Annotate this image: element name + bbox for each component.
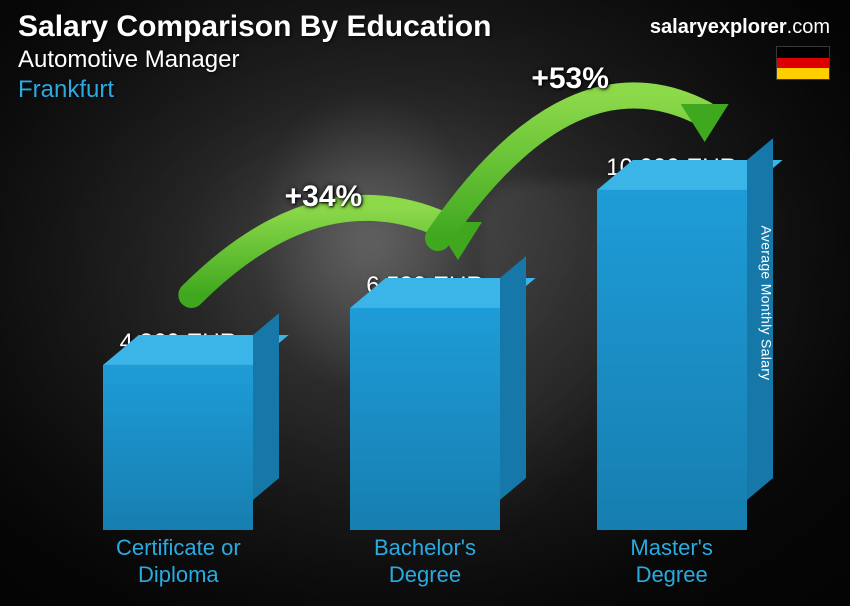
chart-location: Frankfurt (18, 76, 491, 104)
flag-germany-icon (776, 46, 830, 80)
arc-arrow-icon (55, 78, 795, 588)
y-axis-label: Average Monthly Salary (759, 226, 775, 381)
increase-badge: +53% (531, 62, 609, 96)
flag-stripe-3 (777, 68, 829, 79)
bar-chart: 4,860 EUR6,530 EUR10,000 EUR Certificate… (55, 78, 795, 588)
flag-stripe-1 (777, 47, 829, 58)
flag-stripe-2 (777, 58, 829, 69)
chart-subtitle: Automotive Manager (18, 46, 491, 74)
watermark: salaryexplorer.com (650, 16, 830, 39)
chart-title: Salary Comparison By Education (18, 10, 491, 44)
watermark-light: .com (787, 16, 830, 38)
watermark-bold: salaryexplorer (650, 16, 787, 38)
header-block: Salary Comparison By Education Automotiv… (18, 10, 491, 104)
increase-arc: +53% (55, 78, 795, 588)
